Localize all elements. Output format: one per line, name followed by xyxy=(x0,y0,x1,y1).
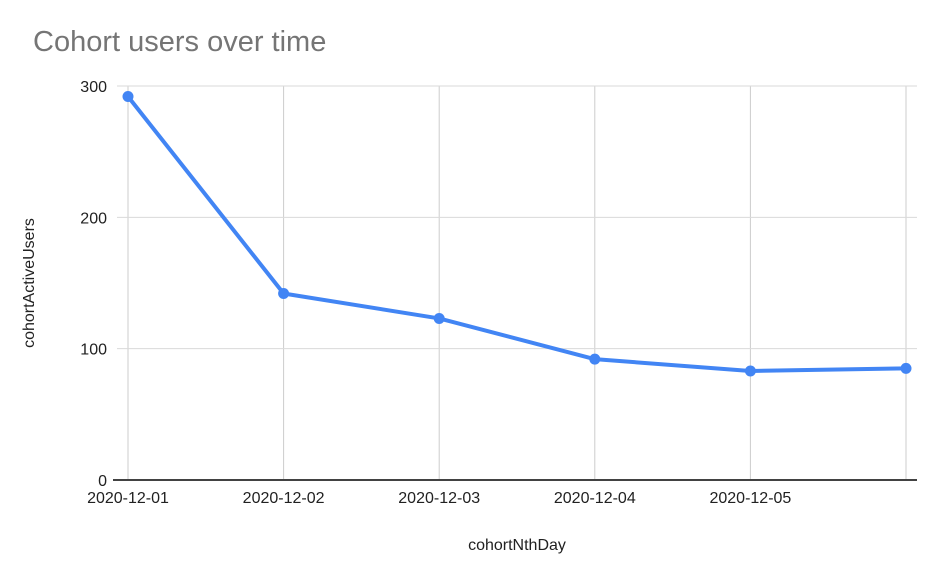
data-point[interactable] xyxy=(900,362,912,374)
data-point[interactable] xyxy=(122,91,134,103)
y-tick-label: 0 xyxy=(98,473,107,490)
data-point[interactable] xyxy=(589,353,601,365)
y-tick-label: 100 xyxy=(80,342,107,359)
x-tick-label: 2020-12-03 xyxy=(398,490,480,507)
y-axis-title: cohortActiveUsers xyxy=(21,218,38,348)
y-tick-label: 200 xyxy=(80,210,107,227)
chart-title: Cohort users over time xyxy=(33,26,327,58)
x-tick-label: 2020-12-02 xyxy=(243,490,325,507)
data-point[interactable] xyxy=(278,288,290,300)
x-axis-title: cohortNthDay xyxy=(468,537,566,554)
x-tick-label: 2020-12-04 xyxy=(554,490,636,507)
x-tick-label: 2020-12-01 xyxy=(87,490,169,507)
data-point[interactable] xyxy=(744,365,756,377)
series-line[interactable] xyxy=(126,94,908,373)
x-tick-label: 2020-12-05 xyxy=(709,490,791,507)
data-point[interactable] xyxy=(433,312,445,324)
y-tick-label: 300 xyxy=(80,79,107,96)
